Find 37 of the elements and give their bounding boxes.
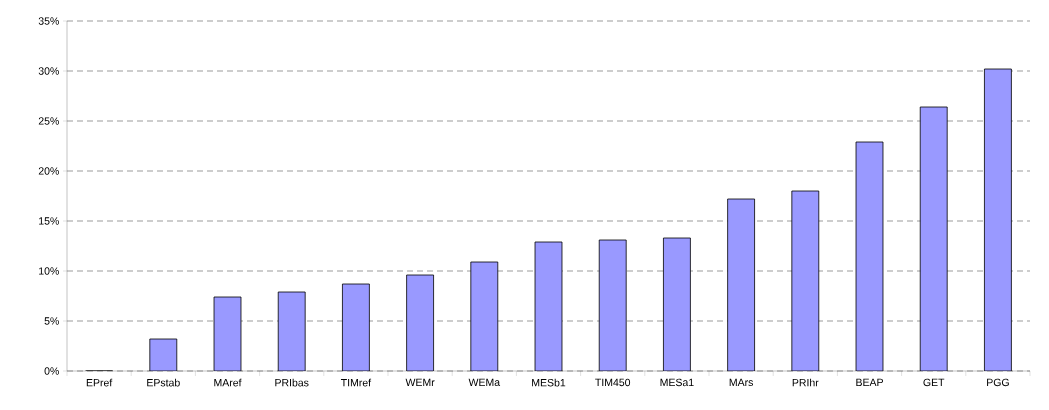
x-tick-label: MESa1: [660, 378, 694, 387]
bar: [277, 291, 306, 371]
bar: [406, 274, 434, 371]
y-tick-label: 20%: [38, 167, 59, 175]
x-tick-label: EPref: [86, 378, 113, 387]
x-tick-label: MESb1: [532, 378, 566, 387]
x-tick-label: PRIbas: [275, 378, 309, 387]
x-tick-label: PRIhr: [792, 378, 819, 387]
bar: [149, 338, 178, 371]
bar: [598, 239, 627, 371]
x-tick-label: WEMr: [405, 378, 435, 386]
bar: [791, 190, 820, 371]
bar: [534, 241, 563, 371]
x-tick-label: BEAP: [856, 378, 883, 386]
y-tick-label: 25%: [38, 117, 59, 125]
y-tick-label: 15%: [39, 217, 59, 225]
x-tick-label: WEMa: [468, 378, 501, 387]
bar: [984, 68, 1012, 371]
bar: [727, 198, 755, 371]
bar: [663, 237, 691, 371]
bar: [919, 106, 948, 371]
y-tick-label: 35%: [38, 17, 59, 25]
x-tick-label: MAref: [214, 378, 242, 387]
bar: [342, 283, 370, 371]
bar: [855, 141, 884, 371]
y-tick-label: 5%: [44, 317, 59, 325]
x-tick-label: EPstab: [147, 378, 180, 387]
x-tick-label: TIMref: [340, 378, 372, 387]
x-tick-label: MArs: [729, 378, 753, 387]
bar: [470, 261, 499, 371]
x-tick-label: GET: [923, 378, 945, 387]
x-tick-label: TIM450: [595, 378, 631, 387]
y-tick-label: 30%: [38, 67, 59, 75]
y-tick-label: 10%: [39, 267, 59, 275]
x-tick-label: PGG: [987, 378, 1009, 387]
bar: [213, 296, 242, 371]
y-tick-label: 0%: [44, 367, 59, 375]
